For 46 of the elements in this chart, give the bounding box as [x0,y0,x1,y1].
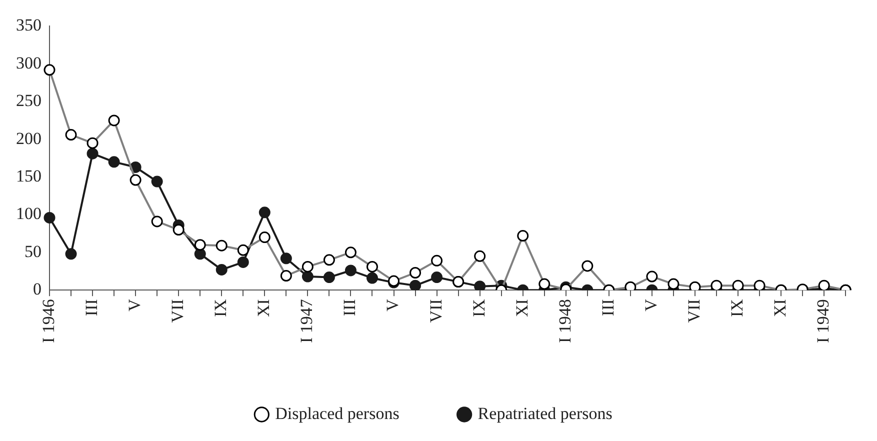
x-tick-label: VII [168,298,188,323]
point [474,280,486,290]
x-tick-label: III [82,298,101,316]
point [431,272,443,284]
x-tick-label: V [641,298,660,312]
x-tick-label: IX [469,299,488,318]
x-tick-label: IX [211,299,230,318]
point [216,264,228,276]
y-tick-label: 0 [33,280,42,299]
y-tick-label: 200 [16,128,42,148]
point [258,206,270,218]
y-tick-label: 300 [16,53,42,72]
y-tick-label: 350 [16,16,42,35]
y-tick-label: 50 [24,242,42,261]
x-tick-label: I 1948 [555,299,574,344]
legend-label: Displaced persons [275,404,400,423]
point [194,248,206,260]
point [280,252,292,264]
x-tick-label: III [598,298,618,316]
x-tick-label: XI [770,298,790,318]
x-tick-label: VII [684,298,704,323]
point [237,256,249,268]
point [366,272,378,284]
point [302,270,314,282]
y-tick-label: 150 [16,166,42,186]
legend-label: Repatriated persons [478,404,612,423]
x-tick-label: V [383,298,402,312]
point [410,280,422,290]
point [323,272,335,284]
x-tick-label: III [340,298,360,316]
x-tick-label: VII [426,298,446,323]
y-tick-label: 100 [16,204,42,224]
point [44,212,56,224]
point [151,176,163,188]
x-tick-label: V [125,298,144,312]
point [108,156,120,168]
x-tick-label: XI [512,298,532,318]
point [86,148,98,160]
x-tick-label: I 1947 [297,298,316,344]
x-tick-label: I 1949 [814,299,833,344]
point [344,264,356,276]
x-tick-label: I 1946 [38,299,58,344]
point [65,248,77,260]
y-tick-label: 250 [16,91,42,110]
x-tick-label: XI [254,298,274,318]
x-tick-label: IX [727,299,746,318]
